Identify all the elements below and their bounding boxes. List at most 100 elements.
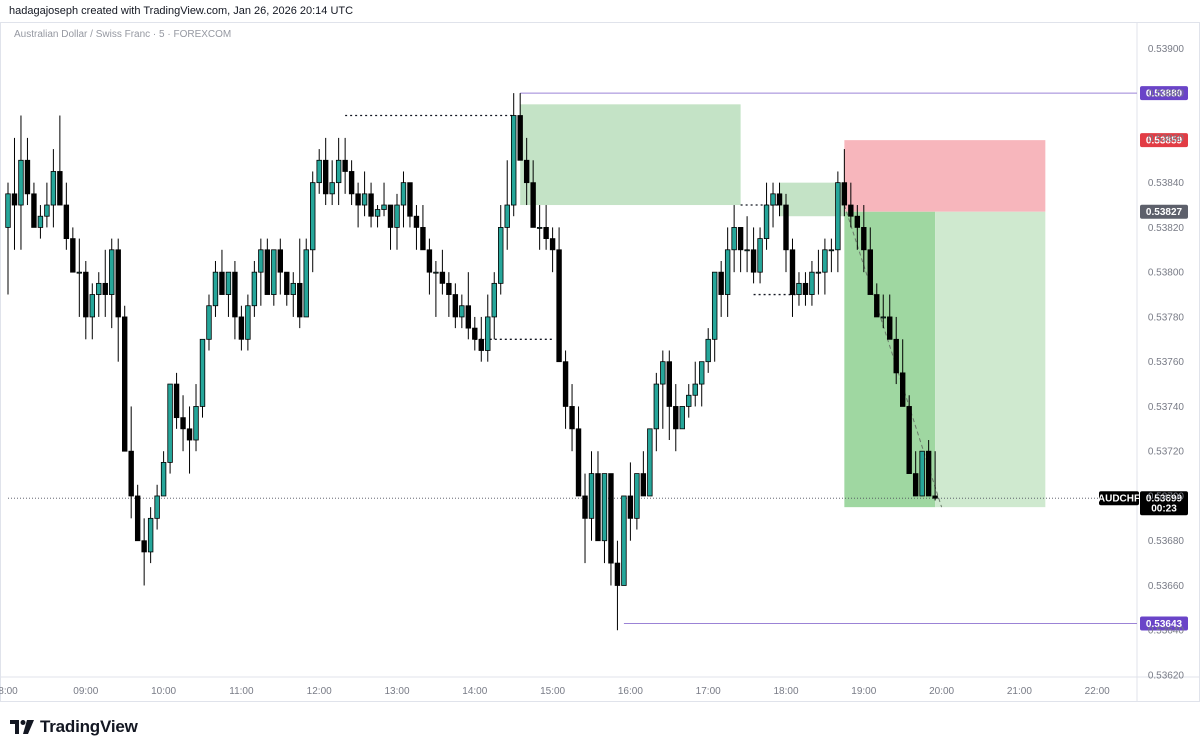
candle[interactable] xyxy=(900,339,906,407)
candle[interactable] xyxy=(906,395,912,474)
candle[interactable] xyxy=(134,484,141,542)
candle[interactable] xyxy=(802,272,809,306)
candle[interactable] xyxy=(925,440,932,497)
candle[interactable] xyxy=(478,316,484,362)
projection-line[interactable] xyxy=(843,204,943,508)
candle[interactable] xyxy=(245,294,251,351)
candle[interactable] xyxy=(154,484,160,530)
candle[interactable] xyxy=(5,182,11,295)
candle[interactable] xyxy=(264,238,271,295)
candle[interactable] xyxy=(446,272,452,317)
candle[interactable] xyxy=(322,137,329,206)
candle[interactable] xyxy=(290,272,296,317)
candle[interactable] xyxy=(70,227,76,273)
candle[interactable] xyxy=(575,406,582,497)
candle[interactable] xyxy=(686,384,692,418)
candle[interactable] xyxy=(109,238,115,329)
candle[interactable] xyxy=(96,272,102,317)
candle[interactable] xyxy=(523,137,530,206)
candle[interactable] xyxy=(536,205,543,250)
candle[interactable] xyxy=(796,272,802,306)
candle[interactable] xyxy=(498,205,504,295)
candle[interactable] xyxy=(407,182,413,228)
candle[interactable] xyxy=(381,182,387,217)
candle[interactable] xyxy=(394,193,400,250)
candle[interactable] xyxy=(24,137,31,206)
candle[interactable] xyxy=(815,249,822,295)
candle[interactable] xyxy=(180,395,186,452)
candle[interactable] xyxy=(562,350,569,429)
candle[interactable] xyxy=(225,271,232,317)
candle[interactable] xyxy=(770,182,776,228)
candle[interactable] xyxy=(368,182,374,228)
candle[interactable] xyxy=(465,272,472,340)
candle[interactable] xyxy=(763,182,770,250)
candle[interactable] xyxy=(711,271,718,362)
candle[interactable] xyxy=(361,171,368,217)
candle[interactable] xyxy=(783,193,789,273)
candle[interactable] xyxy=(517,93,523,161)
candle[interactable] xyxy=(556,227,562,363)
demand-zone[interactable] xyxy=(520,104,741,206)
candle[interactable] xyxy=(271,249,277,306)
candle[interactable] xyxy=(504,160,510,250)
candle[interactable] xyxy=(673,384,679,452)
candle[interactable] xyxy=(841,149,848,217)
candle[interactable] xyxy=(37,205,44,239)
candle[interactable] xyxy=(861,205,867,273)
candle[interactable] xyxy=(582,473,588,564)
candle[interactable] xyxy=(692,361,698,407)
candle[interactable] xyxy=(284,271,290,306)
candle[interactable] xyxy=(880,294,886,329)
candle[interactable] xyxy=(251,260,258,317)
candle[interactable] xyxy=(543,205,549,250)
candle[interactable] xyxy=(212,260,219,317)
candle[interactable] xyxy=(400,171,407,228)
candle[interactable] xyxy=(744,216,750,273)
candle[interactable] xyxy=(452,283,459,329)
demand-zone[interactable] xyxy=(779,182,845,217)
candle[interactable] xyxy=(893,316,899,385)
candle[interactable] xyxy=(89,283,95,340)
candle[interactable] xyxy=(160,451,167,497)
candle[interactable] xyxy=(601,473,608,564)
candle[interactable] xyxy=(147,507,154,564)
candle[interactable] xyxy=(854,205,861,250)
candle[interactable] xyxy=(316,149,322,194)
candle[interactable] xyxy=(11,137,18,250)
candle[interactable] xyxy=(128,406,134,519)
candle[interactable] xyxy=(822,238,828,295)
candle[interactable] xyxy=(932,451,938,501)
candle[interactable] xyxy=(640,451,647,497)
candle[interactable] xyxy=(653,372,660,452)
candle[interactable] xyxy=(660,350,666,429)
candle[interactable] xyxy=(679,406,685,430)
candle[interactable] xyxy=(776,182,783,217)
candle[interactable] xyxy=(342,137,348,194)
candle[interactable] xyxy=(277,238,283,295)
candle[interactable] xyxy=(219,249,225,295)
stop-zone[interactable] xyxy=(844,140,1046,212)
candle[interactable] xyxy=(439,249,446,295)
candle[interactable] xyxy=(569,384,575,452)
candle[interactable] xyxy=(757,227,763,284)
candle[interactable] xyxy=(122,305,128,452)
candle[interactable] xyxy=(634,473,640,530)
candle[interactable] xyxy=(874,283,880,318)
target_light-zone[interactable] xyxy=(935,211,1046,508)
candle[interactable] xyxy=(193,384,199,452)
candle[interactable] xyxy=(828,238,835,273)
candle[interactable] xyxy=(57,115,63,206)
candle[interactable] xyxy=(44,182,50,228)
candle[interactable] xyxy=(18,115,24,250)
candle[interactable] xyxy=(724,227,731,317)
candle[interactable] xyxy=(355,182,361,228)
candle[interactable] xyxy=(329,160,335,206)
candle[interactable] xyxy=(186,406,193,474)
candle[interactable] xyxy=(848,182,854,228)
candle[interactable] xyxy=(459,294,465,329)
candle[interactable] xyxy=(809,260,815,306)
candle[interactable] xyxy=(102,249,108,317)
candle[interactable] xyxy=(63,182,70,250)
